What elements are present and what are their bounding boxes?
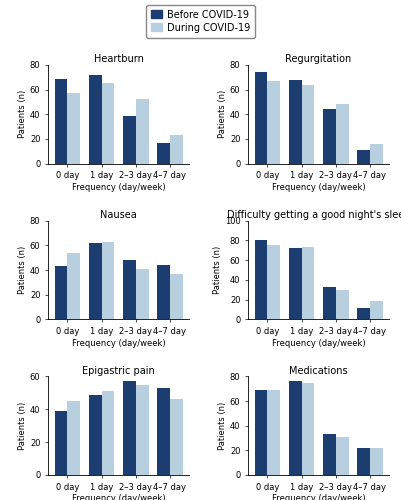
Y-axis label: Patients (n): Patients (n) [213, 246, 222, 294]
Bar [323, 287, 336, 320]
Bar [336, 104, 348, 164]
Bar [289, 382, 302, 475]
Bar [370, 300, 383, 320]
Y-axis label: Patients (n): Patients (n) [218, 402, 227, 450]
Y-axis label: Patients (n): Patients (n) [18, 402, 27, 450]
Bar [67, 401, 81, 475]
Bar [101, 84, 114, 164]
Bar [302, 84, 314, 164]
Bar [255, 390, 267, 475]
Bar [255, 72, 267, 164]
Y-axis label: Patients (n): Patients (n) [218, 90, 227, 138]
Bar [123, 260, 136, 320]
Bar [289, 248, 302, 320]
Bar [123, 116, 136, 164]
Bar [267, 390, 280, 475]
Bar [89, 243, 101, 320]
Bar [302, 248, 314, 320]
Bar [370, 448, 383, 475]
X-axis label: Frequency (day/week): Frequency (day/week) [72, 338, 165, 347]
X-axis label: Frequency (day/week): Frequency (day/week) [272, 338, 365, 347]
Bar [123, 382, 136, 475]
Bar [356, 308, 370, 320]
Bar [170, 274, 182, 320]
Bar [136, 269, 148, 320]
Legend: Before COVID-19, During COVID-19: Before COVID-19, During COVID-19 [146, 5, 255, 38]
Bar [89, 394, 101, 475]
Bar [255, 240, 267, 320]
Bar [55, 411, 67, 475]
Bar [336, 437, 348, 475]
X-axis label: Frequency (day/week): Frequency (day/week) [272, 183, 365, 192]
Bar [302, 382, 314, 475]
Bar [289, 80, 302, 164]
Bar [136, 384, 148, 475]
X-axis label: Frequency (day/week): Frequency (day/week) [272, 494, 365, 500]
Bar [267, 81, 280, 164]
Bar [136, 100, 148, 164]
X-axis label: Frequency (day/week): Frequency (day/week) [72, 183, 165, 192]
Bar [336, 290, 348, 320]
Title: Epigastric pain: Epigastric pain [82, 366, 155, 376]
Bar [356, 150, 370, 164]
Bar [101, 242, 114, 320]
Bar [157, 265, 170, 320]
Bar [55, 78, 67, 164]
Bar [323, 434, 336, 475]
X-axis label: Frequency (day/week): Frequency (day/week) [72, 494, 165, 500]
Bar [170, 400, 182, 475]
Bar [67, 253, 81, 320]
Bar [55, 266, 67, 320]
Bar [267, 246, 280, 320]
Bar [370, 144, 383, 164]
Y-axis label: Patients (n): Patients (n) [18, 246, 27, 294]
Title: Heartburn: Heartburn [93, 54, 144, 64]
Bar [157, 142, 170, 164]
Title: Difficulty getting a good night's sleep: Difficulty getting a good night's sleep [227, 210, 401, 220]
Bar [323, 110, 336, 164]
Title: Medications: Medications [289, 366, 348, 376]
Bar [89, 75, 101, 164]
Bar [101, 391, 114, 475]
Bar [157, 388, 170, 475]
Bar [170, 135, 182, 164]
Bar [67, 94, 81, 164]
Y-axis label: Patients (n): Patients (n) [18, 90, 27, 138]
Bar [356, 448, 370, 475]
Title: Nausea: Nausea [100, 210, 137, 220]
Title: Regurgitation: Regurgitation [286, 54, 352, 64]
